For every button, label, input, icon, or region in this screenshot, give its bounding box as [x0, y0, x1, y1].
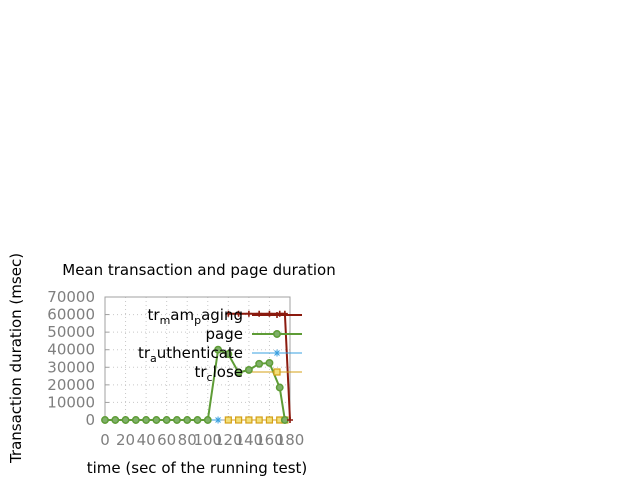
legend-marker: [273, 330, 281, 338]
data-point: [183, 416, 192, 424]
data-point: [224, 416, 232, 424]
data-point: [265, 358, 274, 367]
y-tick-label: 40000: [47, 341, 95, 359]
legend-item: trmampaging: [148, 306, 302, 327]
x-tick-label: 80: [178, 431, 197, 449]
x-tick-label: 100: [193, 431, 222, 449]
legend-label: trauthenticate: [138, 344, 243, 365]
y-axis-label: Transaction duration (msec): [7, 253, 25, 464]
y-tick-label: 30000: [47, 358, 95, 376]
data-point: [244, 365, 253, 374]
legend-marker: [273, 349, 281, 357]
x-tick-label: 160: [255, 431, 284, 449]
data-point: [214, 416, 222, 424]
y-tick-label: 20000: [47, 376, 95, 394]
legend-label: page: [206, 325, 243, 343]
series-layer: [101, 310, 293, 424]
x-tick-label: 140: [235, 431, 264, 449]
data-point: [193, 416, 202, 424]
series-tr_mam_paging: [225, 310, 293, 423]
data-point: [235, 416, 243, 424]
data-point: [101, 416, 109, 424]
data-point: [121, 416, 130, 424]
data-point: [275, 383, 284, 392]
data-point: [245, 310, 252, 317]
y-tick-label: 50000: [47, 323, 95, 341]
data-point: [172, 416, 181, 424]
legend-marker: [273, 368, 281, 376]
data-point: [203, 416, 212, 424]
data-point: [152, 416, 161, 424]
x-tick-label: 20: [116, 431, 135, 449]
data-point: [224, 350, 233, 359]
data-point: [162, 416, 171, 424]
data-point: [234, 368, 243, 377]
y-tick-label: 70000: [47, 288, 95, 306]
legend-label: trmampaging: [148, 306, 244, 327]
data-point: [255, 416, 263, 424]
y-tick-label: 60000: [47, 306, 95, 324]
x-tick-label: 0: [100, 431, 110, 449]
legend-item: trauthenticate: [138, 344, 302, 365]
series-tr_close: [224, 416, 289, 424]
data-point: [265, 416, 274, 424]
x-tick-label: 180: [276, 431, 305, 449]
data-point: [131, 416, 140, 424]
legend-item: trclose: [194, 363, 302, 384]
chart-title: Mean transaction and page duration: [62, 261, 335, 279]
data-point: [225, 310, 232, 317]
x-tick-label: 60: [157, 431, 176, 449]
legend-marker: [274, 312, 280, 318]
data-point: [255, 359, 264, 368]
legend-item: page: [206, 325, 302, 343]
x-tick-label: 120: [214, 431, 243, 449]
y-tick-label: 0: [85, 411, 95, 429]
data-point: [111, 416, 120, 424]
data-point: [287, 417, 293, 423]
series-page: [101, 345, 289, 424]
y-tick-label: 10000: [47, 393, 95, 411]
data-point: [214, 345, 223, 354]
x-axis-label: time (sec of the running test): [87, 459, 308, 477]
x-tick-label: 40: [137, 431, 156, 449]
data-point: [142, 416, 151, 424]
legend-label: trclose: [194, 363, 243, 384]
data-point: [235, 310, 242, 317]
data-point: [245, 416, 253, 424]
